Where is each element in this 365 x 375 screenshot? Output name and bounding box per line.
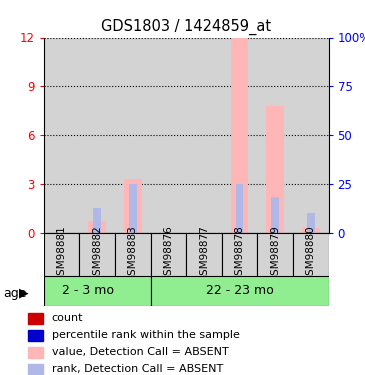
Bar — [231, 38, 249, 232]
Text: value, Detection Call = ABSENT: value, Detection Call = ABSENT — [52, 347, 228, 357]
Title: GDS1803 / 1424859_at: GDS1803 / 1424859_at — [101, 18, 271, 35]
Text: GSM98883: GSM98883 — [128, 226, 138, 282]
Text: GSM98876: GSM98876 — [164, 226, 173, 282]
Bar — [236, 184, 243, 232]
Bar — [115, 38, 150, 232]
Bar — [88, 221, 106, 232]
Bar — [28, 330, 43, 341]
Bar — [150, 232, 186, 276]
Text: ▶: ▶ — [19, 287, 28, 300]
Bar — [44, 276, 150, 306]
Bar — [28, 347, 43, 358]
Text: 22 - 23 mo: 22 - 23 mo — [205, 284, 273, 297]
Bar — [129, 184, 137, 232]
Bar — [28, 364, 43, 375]
Text: GSM98879: GSM98879 — [270, 226, 280, 282]
Text: percentile rank within the sample: percentile rank within the sample — [52, 330, 240, 340]
Text: GSM98877: GSM98877 — [199, 226, 209, 282]
Text: GSM98881: GSM98881 — [57, 226, 66, 282]
Bar — [150, 276, 328, 306]
Bar — [124, 179, 142, 232]
Bar — [257, 232, 293, 276]
Bar — [222, 232, 257, 276]
Bar — [44, 38, 79, 232]
Bar — [271, 197, 279, 232]
Text: rank, Detection Call = ABSENT: rank, Detection Call = ABSENT — [52, 364, 223, 374]
Text: GSM98882: GSM98882 — [92, 226, 102, 282]
Bar — [293, 38, 328, 232]
Text: 2 - 3 mo: 2 - 3 mo — [62, 284, 114, 297]
Bar — [28, 313, 43, 324]
Bar — [186, 38, 222, 232]
Bar — [222, 38, 257, 232]
Bar — [257, 38, 293, 232]
Text: count: count — [52, 313, 83, 323]
Bar — [266, 106, 284, 232]
Text: age: age — [4, 287, 27, 300]
Text: GSM98878: GSM98878 — [235, 226, 245, 282]
Bar — [44, 232, 79, 276]
Bar — [186, 232, 222, 276]
Bar — [150, 38, 186, 232]
Bar — [80, 38, 115, 232]
Text: GSM98880: GSM98880 — [306, 226, 316, 282]
Bar — [293, 232, 328, 276]
Bar — [80, 232, 115, 276]
Bar — [115, 232, 150, 276]
Bar — [93, 208, 101, 232]
Bar — [307, 213, 315, 232]
Bar — [302, 228, 320, 232]
